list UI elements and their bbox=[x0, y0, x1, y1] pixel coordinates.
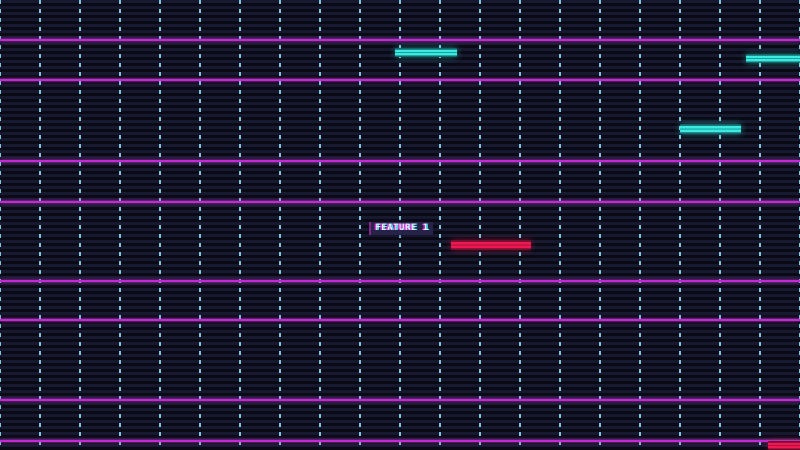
grid-vertical-line bbox=[79, 0, 81, 450]
grid-vertical-line bbox=[359, 0, 361, 450]
grid-horizontal-line bbox=[0, 319, 800, 321]
feature-label[interactable]: FEATURE 1 bbox=[371, 222, 433, 235]
grid-horizontal-line bbox=[0, 280, 800, 282]
task-bar-1[interactable] bbox=[395, 48, 457, 57]
grid-vertical-line bbox=[719, 0, 721, 450]
grid-vertical-line bbox=[279, 0, 281, 450]
grid-vertical-line bbox=[439, 0, 441, 450]
grid-horizontal-line bbox=[0, 39, 800, 41]
grid-vertical-line bbox=[239, 0, 241, 450]
grid-vertical-line bbox=[759, 0, 761, 450]
grid-vertical-line bbox=[639, 0, 641, 450]
task-bar-3[interactable] bbox=[680, 124, 741, 134]
grid-horizontal-line bbox=[0, 160, 800, 162]
grid-vertical-line bbox=[319, 0, 321, 450]
grid-vertical-line bbox=[39, 0, 41, 450]
grid-horizontal-line bbox=[0, 399, 800, 401]
grid-vertical-line bbox=[479, 0, 481, 450]
grid-vertical-line bbox=[679, 0, 681, 450]
task-bar-5[interactable] bbox=[768, 441, 800, 450]
grid-vertical-line bbox=[0, 0, 1, 450]
task-bar-2[interactable] bbox=[746, 54, 800, 63]
task-bar-feature-1[interactable] bbox=[451, 240, 531, 250]
grid-vertical-line bbox=[519, 0, 521, 450]
grid-vertical-line bbox=[159, 0, 161, 450]
grid-horizontal-line bbox=[0, 201, 800, 203]
grid-horizontal-line bbox=[0, 440, 800, 442]
grid-vertical-line bbox=[559, 0, 561, 450]
grid-vertical-line bbox=[199, 0, 201, 450]
grid-vertical-line bbox=[599, 0, 601, 450]
grid-horizontal-line bbox=[0, 79, 800, 81]
grid-vertical-line bbox=[119, 0, 121, 450]
